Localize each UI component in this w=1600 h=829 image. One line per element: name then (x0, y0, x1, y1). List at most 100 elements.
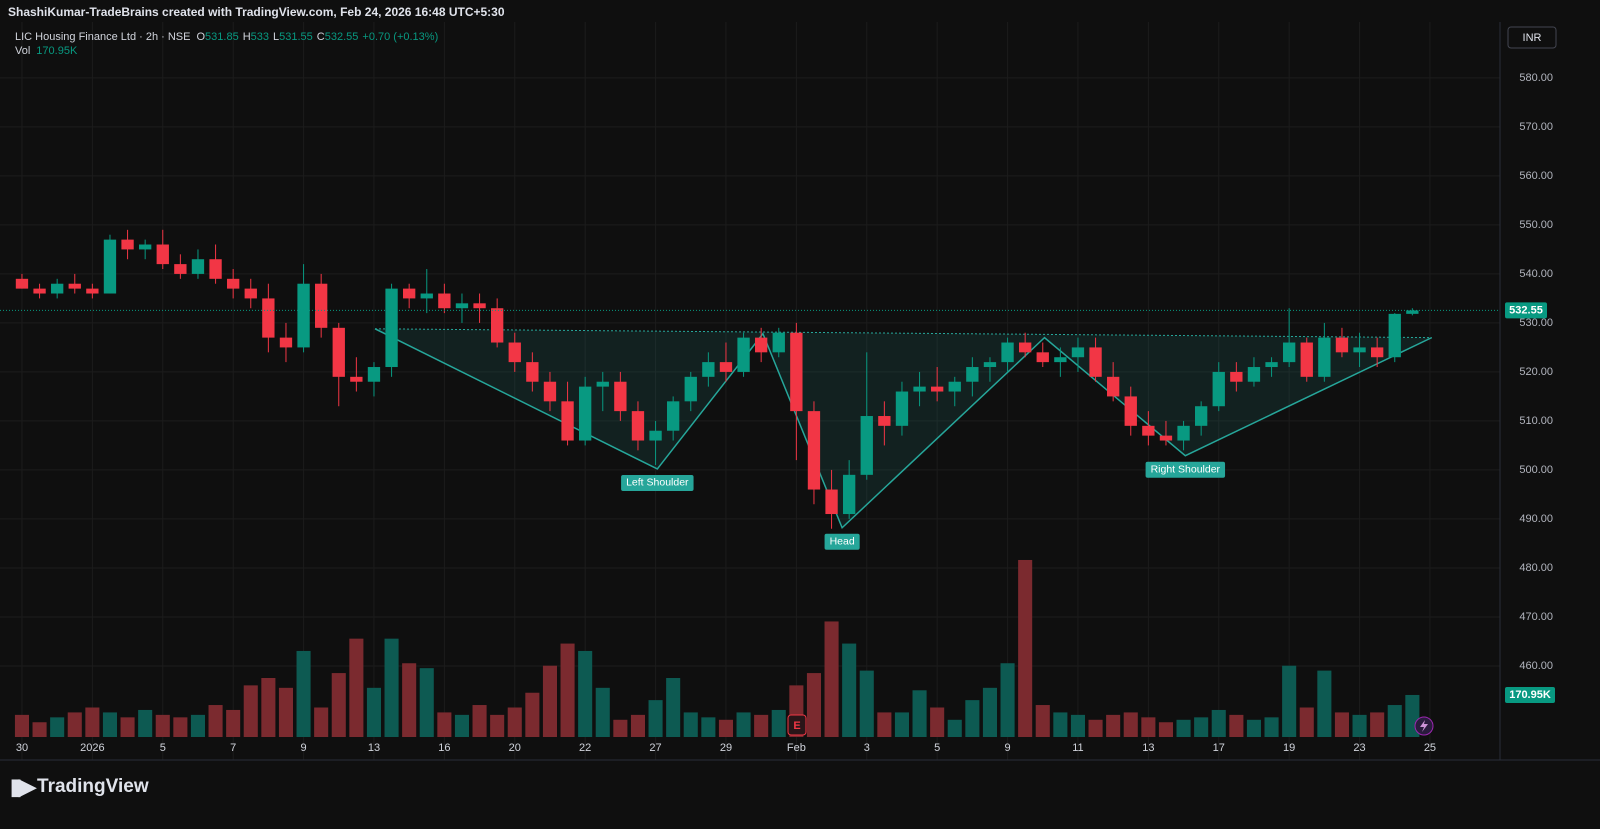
candle-body (156, 244, 169, 265)
volume-bar (155, 714, 170, 737)
candle-body (367, 367, 381, 382)
volume-bar (349, 638, 364, 737)
candle-body (420, 293, 433, 299)
volume-bar (1088, 719, 1103, 737)
volume-bar (1352, 714, 1367, 737)
candle-body (649, 430, 662, 441)
candle-body (332, 327, 345, 377)
candle-body (631, 411, 645, 441)
y-tick-label: 470.00 (1519, 611, 1553, 623)
volume-bar (454, 714, 470, 737)
candle-body (667, 401, 680, 431)
candle-body (596, 381, 609, 387)
ohlc-key: L (273, 31, 280, 43)
volume-bar (1141, 717, 1156, 737)
pattern-label-text: Left Shoulder (626, 477, 689, 489)
candle-body (860, 416, 873, 475)
y-tick-label: 500.00 (1519, 464, 1553, 476)
y-tick-label: 560.00 (1519, 170, 1553, 182)
volume-bar (1211, 709, 1226, 737)
candle-body (279, 337, 293, 348)
volume-bar (1158, 722, 1173, 737)
volume-bar (173, 717, 188, 737)
y-tick-label: 580.00 (1519, 72, 1553, 84)
candle-body (1318, 337, 1331, 377)
ohlc-value: 533 (250, 31, 270, 43)
candle-body (1353, 347, 1366, 353)
earnings-icon[interactable] (787, 714, 807, 736)
ohlc-value: 531.85 (205, 31, 239, 43)
volume-bar (50, 717, 65, 737)
volume-bar (1018, 559, 1033, 737)
last-price: 532.55 (1509, 304, 1543, 316)
volume-bar (877, 712, 892, 737)
y-tick-label: 480.00 (1519, 562, 1553, 574)
x-tick-label: 22 (579, 742, 591, 754)
volume-bar (595, 687, 610, 737)
candle-body (895, 391, 909, 426)
x-tick-label: 27 (649, 742, 661, 754)
candle-body (1194, 406, 1208, 426)
candle-body (174, 264, 187, 274)
brand: ▮▶ TradingView (10, 774, 149, 800)
volume-bar (1123, 712, 1138, 737)
candle-body (983, 362, 997, 368)
attribution: ShashiKumar-TradeBrains created with Tra… (8, 5, 505, 19)
volume-bar (1282, 665, 1297, 737)
volume-bar (982, 687, 997, 737)
volume-bar (912, 690, 927, 737)
candle-body (737, 337, 750, 372)
volume-bar (85, 707, 100, 737)
candle-body (1071, 347, 1085, 358)
candle-body (68, 283, 81, 289)
candle-body (1177, 425, 1190, 441)
candle-body (1212, 371, 1225, 407)
currency-box[interactable] (1507, 26, 1557, 49)
volume-bar (525, 692, 540, 737)
candle-body (385, 288, 398, 368)
candle-body (86, 288, 99, 294)
volume-bar (102, 712, 118, 737)
volume-bar (32, 722, 47, 737)
volume-bar (1070, 714, 1085, 737)
pattern-label-text: Head (830, 536, 855, 548)
x-tick-label: 30 (16, 742, 28, 754)
volume-bar (331, 673, 346, 737)
candle-body (403, 288, 416, 299)
candle-body (297, 283, 310, 348)
volume-bar (472, 705, 487, 737)
ohlc-value: 532.55 (324, 31, 359, 43)
candle-body (1282, 342, 1296, 363)
volume-bar (402, 663, 417, 737)
candle-body (51, 283, 64, 294)
candle-body (614, 381, 627, 412)
brand-text: TradingView (37, 776, 149, 797)
candle-body (825, 489, 838, 515)
x-tick-label: 9 (1004, 742, 1010, 754)
volume-bar (613, 719, 628, 737)
legend: LIC Housing Finance Ltd · 2h · NSE O531.8… (15, 30, 438, 58)
volume-bar (14, 714, 30, 737)
legend-row: Vol 170.95K (15, 44, 438, 58)
candle-body (121, 239, 134, 250)
volume-bar (1194, 717, 1209, 737)
candle-body (579, 386, 592, 441)
candle-body (930, 386, 944, 392)
volume-bar (507, 707, 522, 737)
candle-body (1230, 371, 1243, 382)
earnings-icon-letter: E (793, 720, 800, 732)
candle-body (33, 288, 46, 294)
x-tick-label: 25 (1424, 742, 1436, 754)
x-tick-label: 11 (1072, 742, 1083, 754)
volume-bar (1000, 663, 1015, 737)
x-tick-label: 23 (1353, 742, 1365, 754)
pattern-label: Head (824, 533, 860, 550)
y-tick-label: 530.00 (1519, 317, 1553, 329)
volume-bar (683, 712, 698, 737)
x-tick-label: 13 (368, 742, 380, 754)
volume-bar (226, 709, 241, 737)
volume-bar (1053, 712, 1068, 737)
volume-bar (314, 707, 329, 737)
candle-body (191, 259, 205, 274)
